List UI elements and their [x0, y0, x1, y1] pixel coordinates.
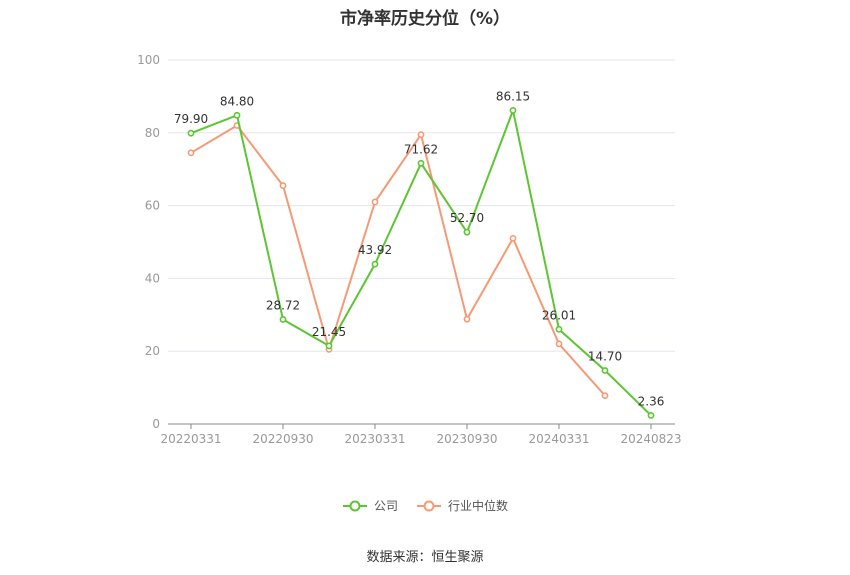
- y-tick-label: 40: [145, 271, 160, 285]
- company-data-label: 14.70: [588, 349, 622, 363]
- industry-point: [371, 198, 379, 206]
- company-data-label: 86.15: [496, 89, 530, 103]
- legend-item-industry-median[interactable]: 行业中位数: [416, 497, 508, 514]
- y-tick-label: 20: [145, 344, 160, 358]
- y-tick-label: 0: [152, 417, 160, 431]
- company-point: [647, 412, 655, 419]
- legend-company-marker: [342, 500, 367, 511]
- company-data-label: 79.90: [174, 112, 208, 126]
- industry-point: [187, 149, 195, 157]
- industry-point: [555, 340, 563, 348]
- legend-industry-marker: [417, 500, 441, 511]
- series-layer: [187, 107, 655, 419]
- company-data-label: 21.45: [312, 325, 346, 339]
- company-point: [601, 367, 609, 374]
- legend-industry-label: 行业中位数: [448, 499, 509, 513]
- company-data-label: 26.01: [542, 308, 576, 322]
- source-note: 数据来源：恒生聚源: [366, 550, 484, 565]
- legend: 公司 行业中位数: [0, 497, 850, 514]
- x-tick-label: 20220930: [252, 432, 313, 446]
- company-point: [187, 129, 195, 137]
- x-tick-label: 20240823: [620, 432, 681, 446]
- data-label-layer: 79.90 84.80 28.72 21.45 43.92 71.62 52.70 86.15…: [174, 89, 665, 408]
- company-point: [371, 260, 379, 268]
- y-tick-label: 80: [145, 126, 160, 140]
- legend-company-label: 公司: [373, 499, 398, 513]
- y-tick-label: 100: [137, 53, 160, 67]
- x-tick-label: 20220331: [160, 432, 221, 446]
- legend-item-company[interactable]: 公司: [342, 497, 398, 514]
- industry-point: [509, 234, 517, 242]
- company-point: [325, 342, 333, 350]
- x-tick-label: 20230331: [344, 432, 405, 446]
- company-data-label: 84.80: [220, 94, 254, 108]
- x-tick-label: 20240331: [528, 432, 589, 446]
- company-point: [279, 316, 287, 323]
- y-tick-label: 60: [145, 199, 160, 213]
- industry-point: [279, 182, 287, 189]
- company-point: [555, 325, 563, 333]
- industry-point: [417, 131, 425, 139]
- chart-title: 市净率历史分位（%）: [339, 9, 511, 29]
- company-point: [463, 228, 471, 236]
- industry-point: [601, 392, 609, 400]
- company-point: [233, 111, 241, 119]
- industry-point: [463, 315, 471, 323]
- axis-layer: 0 20 40 60 80 100 20220331 20220930 20230331 2023…: [137, 53, 681, 446]
- company-data-label: 43.92: [358, 243, 392, 257]
- company-data-label: 52.70: [450, 211, 484, 225]
- company-data-label: 2.36: [638, 394, 665, 408]
- company-point: [417, 159, 425, 167]
- company-data-label: 71.62: [404, 142, 438, 156]
- series-line-industry: [190, 124, 606, 397]
- company-data-label: 28.72: [266, 298, 300, 312]
- company-point: [509, 107, 517, 114]
- x-tick-label: 20230930: [436, 432, 497, 446]
